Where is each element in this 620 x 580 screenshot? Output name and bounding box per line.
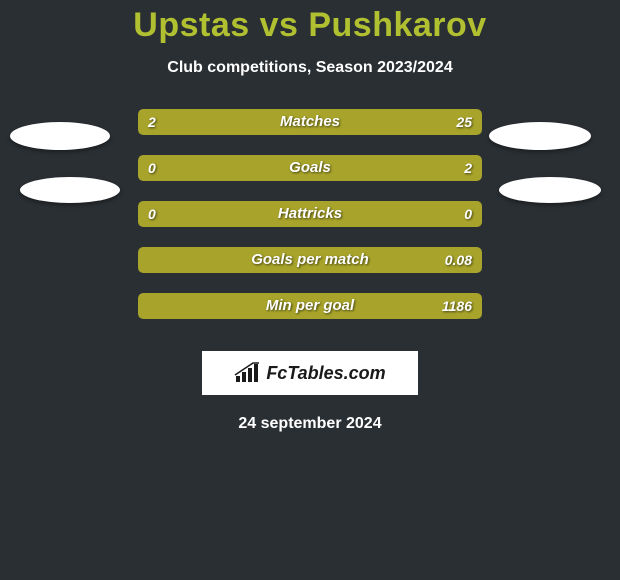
logo-box[interactable]: FcTables.com bbox=[202, 351, 418, 395]
team-badge-placeholder bbox=[489, 122, 591, 150]
bar-left bbox=[138, 247, 169, 273]
stat-row: Min per goal1186 bbox=[0, 293, 620, 339]
bar-left bbox=[138, 293, 169, 319]
bar-right bbox=[169, 247, 482, 273]
page-title: Upstas vs Pushkarov bbox=[0, 6, 620, 45]
team-badge-placeholder bbox=[499, 177, 601, 203]
bar-track bbox=[138, 247, 482, 273]
logo-text: FcTables.com bbox=[266, 363, 385, 384]
team-badge-placeholder bbox=[10, 122, 110, 150]
stats-card: Upstas vs Pushkarov Club competitions, S… bbox=[0, 0, 620, 433]
bar-track bbox=[138, 201, 482, 227]
bar-track bbox=[138, 293, 482, 319]
bar-track bbox=[138, 155, 482, 181]
stat-row: Hattricks00 bbox=[0, 201, 620, 247]
team-badge-placeholder bbox=[20, 177, 120, 203]
bar-right bbox=[200, 109, 482, 135]
bar-right bbox=[169, 293, 482, 319]
bar-left bbox=[138, 201, 482, 227]
subtitle: Club competitions, Season 2023/2024 bbox=[0, 59, 620, 77]
bar-left bbox=[138, 109, 200, 135]
bar-right bbox=[169, 155, 482, 181]
stat-row: Goals per match0.08 bbox=[0, 247, 620, 293]
bar-left bbox=[138, 155, 169, 181]
bar-chart-icon bbox=[234, 362, 260, 384]
bar-track bbox=[138, 109, 482, 135]
date-text: 24 september 2024 bbox=[0, 415, 620, 433]
